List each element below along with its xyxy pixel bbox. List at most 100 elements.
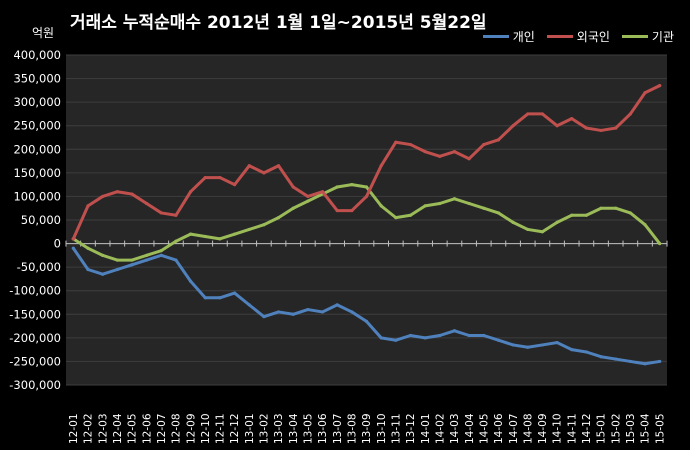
data-point-institution	[658, 241, 662, 246]
data-point-foreign	[262, 171, 266, 175]
data-point-foreign	[306, 194, 310, 199]
data-point-institution	[599, 206, 603, 210]
data-point-foreign	[218, 175, 222, 180]
x-tick-label: 13-02	[259, 413, 271, 444]
data-point-foreign	[496, 138, 501, 142]
x-tick-label: 12-05	[127, 413, 139, 444]
data-point-individual	[555, 340, 559, 345]
y-tick-label: -300,000	[9, 378, 61, 392]
y-tick-label: -150,000	[9, 307, 61, 321]
data-point-individual	[174, 258, 178, 262]
legend-item-individual: 개인	[482, 28, 535, 45]
data-point-institution	[145, 253, 149, 257]
data-point-individual	[482, 333, 486, 338]
x-tick-label: 14-12	[581, 413, 593, 444]
x-tick-label: 14-04	[464, 413, 476, 444]
data-point-institution	[130, 258, 134, 262]
data-point-individual	[262, 315, 266, 319]
data-point-institution	[540, 230, 545, 234]
x-tick-label: 14-06	[493, 413, 505, 444]
legend-swatch-institution	[621, 35, 648, 38]
data-point-foreign	[482, 142, 486, 147]
data-point-individual	[379, 336, 383, 340]
x-tick-label: 14-09	[537, 413, 549, 444]
data-point-institution	[555, 220, 559, 224]
data-point-individual	[320, 310, 325, 314]
data-point-foreign	[628, 112, 632, 116]
y-axis-unit-label: 억원	[32, 26, 55, 40]
data-point-foreign	[511, 124, 515, 128]
x-tick-label: 15-01	[596, 413, 608, 444]
data-point-foreign	[335, 208, 339, 213]
x-tick-label: 13-03	[273, 413, 285, 444]
x-tick-label: 14-03	[449, 413, 461, 444]
data-point-individual	[188, 279, 193, 283]
data-point-individual	[276, 310, 281, 314]
data-point-institution	[496, 211, 501, 215]
data-point-institution	[276, 216, 281, 220]
data-point-individual	[658, 359, 662, 364]
data-point-institution	[408, 213, 413, 217]
legend-item-foreign: 외국인	[546, 28, 610, 45]
x-tick-label: 13-12	[405, 413, 417, 444]
data-point-individual	[496, 338, 501, 342]
y-tick-label: 250,000	[13, 119, 61, 133]
data-point-institution	[452, 197, 457, 201]
data-point-individual	[628, 359, 632, 364]
data-point-individual	[335, 303, 339, 307]
x-tick-label: 12-12	[229, 413, 241, 444]
data-point-foreign	[188, 190, 193, 194]
data-point-individual	[115, 267, 119, 272]
data-point-institution	[218, 237, 222, 241]
x-tick-label: 13-01	[244, 413, 256, 444]
data-point-foreign	[643, 91, 647, 95]
data-point-individual	[86, 267, 90, 272]
x-tick-label: 12-06	[141, 413, 153, 444]
data-point-institution	[350, 183, 354, 187]
legend-swatch-foreign	[546, 35, 573, 38]
x-tick-label: 14-11	[566, 413, 578, 444]
data-point-individual	[203, 296, 207, 300]
data-point-foreign	[203, 175, 207, 180]
data-point-individual	[101, 272, 105, 276]
data-point-foreign	[130, 192, 134, 196]
y-tick-label: 400,000	[13, 48, 61, 62]
data-point-foreign	[174, 213, 178, 217]
data-point-foreign	[658, 84, 662, 88]
x-tick-label: 13-05	[303, 413, 315, 444]
x-tick-label: 12-07	[156, 413, 168, 444]
x-tick-label: 12-09	[185, 413, 197, 444]
x-tick-label: 12-03	[97, 413, 109, 444]
data-point-institution	[379, 204, 383, 208]
data-point-individual	[584, 350, 588, 354]
data-point-individual	[570, 348, 574, 352]
x-tick-label: 14-01	[420, 413, 432, 444]
legend-label-individual: 개인	[512, 30, 535, 44]
x-tick-label: 15-05	[654, 413, 666, 444]
data-point-institution	[511, 220, 515, 224]
data-point-institution	[115, 258, 119, 262]
legend-item-institution: 기관	[621, 28, 674, 45]
data-point-foreign	[364, 194, 369, 199]
data-point-individual	[526, 345, 530, 349]
data-point-foreign	[350, 208, 354, 213]
y-tick-label: 150,000	[13, 166, 61, 180]
data-point-foreign	[526, 112, 530, 116]
data-point-individual	[247, 303, 251, 307]
data-point-individual	[291, 312, 295, 316]
data-point-individual	[218, 296, 222, 300]
data-point-institution	[86, 246, 90, 250]
x-tick-label: 13-07	[332, 413, 344, 444]
data-point-individual	[599, 355, 603, 359]
data-point-institution	[203, 234, 207, 239]
data-point-foreign	[247, 164, 251, 168]
x-tick-label: 13-04	[288, 413, 300, 444]
data-point-foreign	[452, 150, 457, 154]
x-tick-label: 12-02	[83, 413, 95, 444]
x-tick-label: 12-01	[68, 413, 80, 444]
data-point-foreign	[570, 117, 574, 121]
y-tick-label: 350,000	[13, 72, 61, 86]
legend-swatch-individual	[482, 35, 509, 38]
x-tick-label: 12-11	[215, 413, 227, 444]
